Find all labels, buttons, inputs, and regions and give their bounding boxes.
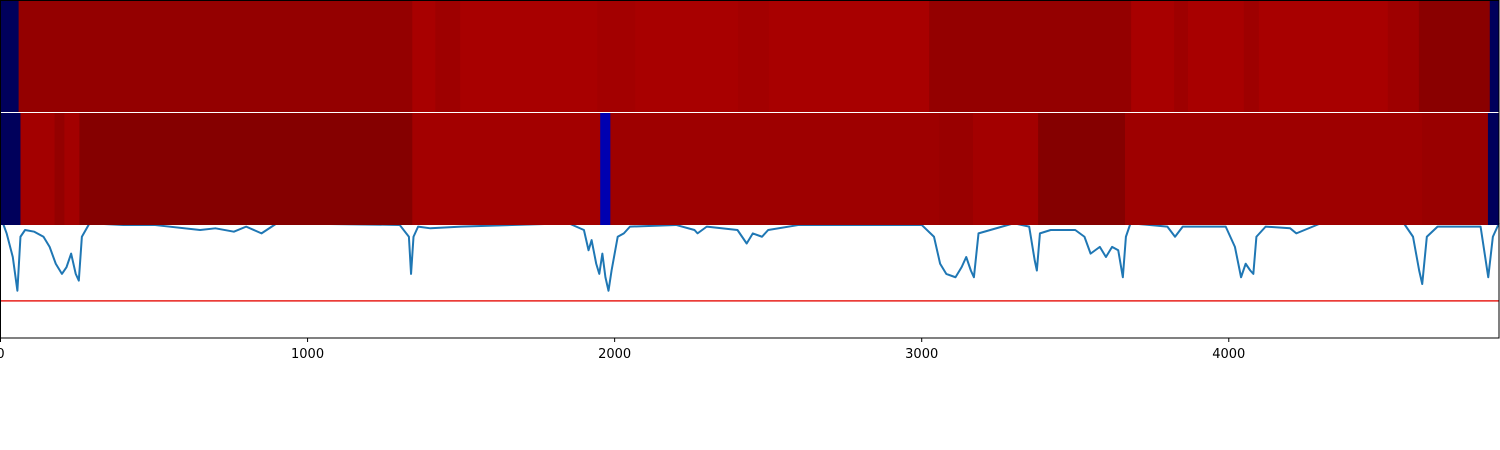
heatmap-cell (0, 113, 21, 225)
heatmap-cell (0, 0, 20, 112)
heatmap-cell (1421, 113, 1489, 225)
heatmap-cell (1124, 113, 1423, 225)
heatmap-cell (412, 113, 601, 225)
heatmap-cell (20, 113, 56, 225)
x-tick-label: 1000 (291, 347, 324, 362)
heatmap-cell (1487, 113, 1500, 225)
heatmap-cell (769, 0, 930, 112)
plot-area (0, 0, 1500, 302)
x-tick-label: 0 (0, 347, 5, 362)
heatmap-cell (610, 113, 940, 225)
heatmap-cell (18, 0, 413, 112)
x-tick-label: 2000 (598, 347, 631, 362)
heatmap-cell (1131, 0, 1175, 112)
heatmap-cell (1489, 0, 1500, 112)
heatmap-cell (79, 113, 413, 225)
heatmap-cell (929, 0, 1132, 112)
x-tick-label: 4000 (1212, 347, 1245, 362)
x-tick-label: 3000 (905, 347, 938, 362)
axes-frame (0, 0, 1500, 339)
heatmap-cell (635, 0, 739, 112)
heatmap-cell (1418, 0, 1491, 112)
heatmap-cell (1174, 0, 1189, 112)
heatmap-cell (435, 0, 461, 112)
heatmap-cell (64, 113, 80, 225)
heatmap-cell (460, 0, 598, 112)
heatmap-cell (1243, 0, 1260, 112)
heatmap-cell (939, 113, 974, 225)
heatmap-cell (600, 113, 611, 225)
heatmap-cell (597, 0, 636, 112)
heatmap-cell (738, 0, 770, 112)
heatmap-cell (1038, 113, 1126, 225)
heatmap-cell (1387, 0, 1420, 112)
heatmap-cell (1187, 0, 1245, 112)
heatmap-cell (54, 113, 65, 225)
heatmap-cell (1258, 0, 1389, 112)
heatmap-cell (412, 0, 436, 112)
heatmap-cell (972, 113, 1039, 225)
data-line (0, 216, 1500, 292)
